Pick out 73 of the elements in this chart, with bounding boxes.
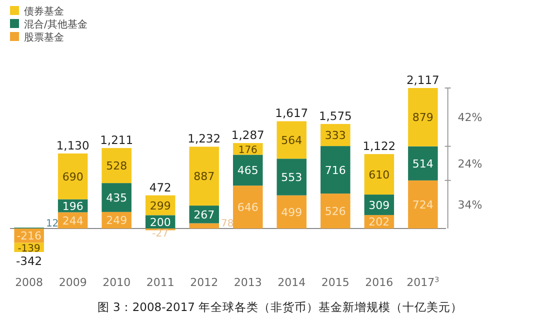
- bar: [102, 148, 132, 184]
- legend-label: 股票基金: [24, 32, 64, 44]
- legend-label: 混合/其他基金: [24, 18, 88, 30]
- x-tick-label: 2010: [102, 276, 131, 289]
- bar: [320, 194, 350, 228]
- total-label: 1,617: [275, 106, 308, 120]
- data-label: -216: [16, 230, 42, 243]
- data-label: 249: [106, 214, 128, 228]
- x-tick-label: 2012: [190, 276, 218, 289]
- bar: [233, 154, 263, 186]
- data-label: 12: [46, 218, 59, 230]
- data-label: 526: [324, 205, 346, 218]
- data-label: 564: [281, 134, 302, 147]
- data-label: 528: [106, 160, 128, 173]
- data-label: 879: [412, 111, 434, 124]
- data-label: 465: [237, 164, 258, 178]
- x-tick-label: 2016: [365, 276, 394, 289]
- total-label: 1,122: [362, 139, 396, 154]
- data-label: 244: [62, 214, 84, 228]
- x-tick-label: 2013: [234, 276, 262, 289]
- data-label: 499: [281, 206, 302, 219]
- data-label: 176: [238, 144, 258, 156]
- data-label: 309: [368, 198, 390, 212]
- bar: [189, 223, 219, 228]
- data-label: 200: [150, 216, 171, 229]
- bar: [276, 121, 307, 159]
- x-tick-label: 2015: [321, 276, 350, 289]
- data-label: 333: [324, 129, 346, 142]
- data-label: 646: [237, 201, 258, 214]
- data-label: 267: [194, 208, 215, 222]
- total-label: 472: [149, 180, 172, 194]
- data-label: 553: [281, 171, 302, 184]
- total-label: 1,287: [231, 128, 264, 142]
- bar: [276, 158, 307, 196]
- data-label: 78: [221, 218, 234, 230]
- data-label: 716: [324, 164, 346, 177]
- data-label: -139: [18, 243, 40, 254]
- data-label: 610: [368, 168, 390, 182]
- data-label: 202: [368, 216, 390, 229]
- bar: [408, 146, 438, 180]
- bar: [102, 183, 132, 212]
- x-tick-label: 2017$^{3}$: [406, 274, 440, 289]
- data-label: 514: [412, 157, 434, 170]
- total-label: 1,130: [56, 138, 90, 152]
- bar: [408, 88, 438, 146]
- text: 图 3：2008-2017 年全球各类（非货币）基金新增规模（十亿美元）: [97, 300, 463, 314]
- data-label: 724: [412, 198, 434, 212]
- total-label: 2,117: [406, 73, 440, 87]
- text: 42%: [458, 111, 482, 124]
- total-label: 1,575: [318, 108, 352, 123]
- text: 34%: [458, 198, 482, 212]
- data-label: 690: [62, 170, 84, 184]
- x-tick-label: 2011: [146, 276, 174, 289]
- bar: [233, 186, 263, 228]
- data-label: -27: [152, 228, 169, 240]
- bar: [189, 146, 219, 206]
- bar: [364, 154, 394, 195]
- total-label: 1,232: [188, 132, 221, 146]
- total-label: 1,211: [100, 133, 134, 148]
- data-label: 196: [62, 200, 84, 213]
- x-tick-label: 2008: [15, 276, 44, 289]
- x-tick-label: 2014: [278, 276, 306, 289]
- data-label: 887: [194, 170, 215, 184]
- total-label: -342: [16, 254, 42, 268]
- bar: [276, 195, 307, 228]
- bar: [408, 180, 438, 228]
- data-label: 299: [150, 199, 171, 212]
- x-tick-label: 2009: [58, 276, 87, 289]
- bar: [58, 153, 88, 200]
- legend-label: 债券基金: [24, 6, 64, 18]
- data-label: 435: [106, 192, 128, 204]
- bar: [320, 146, 350, 194]
- text: 24%: [458, 157, 482, 170]
